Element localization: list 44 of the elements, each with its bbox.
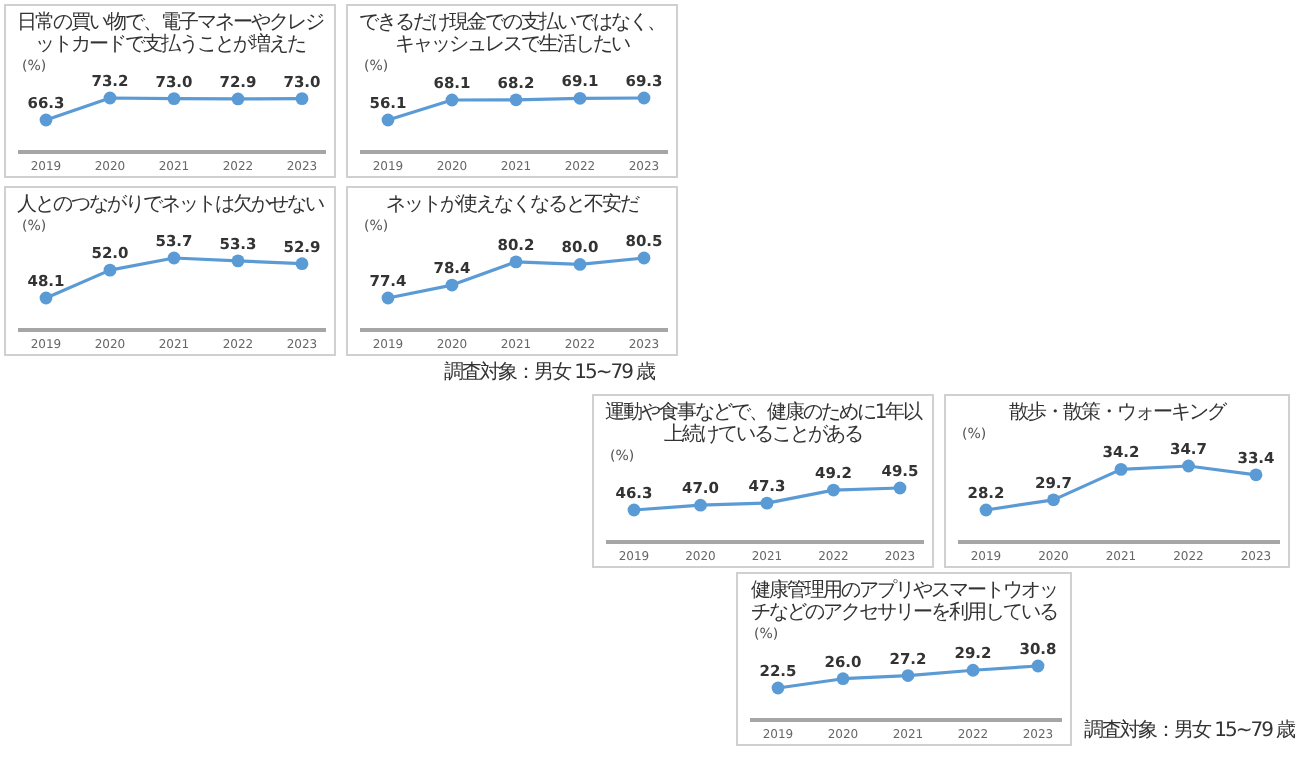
point [103, 263, 117, 277]
point [637, 91, 651, 105]
point [167, 92, 181, 106]
point [637, 251, 651, 265]
chart-title: 健康管理用のアプリやスマートウオッチなどのアクセサリーを利用している [749, 580, 1059, 624]
point [381, 113, 395, 127]
point [39, 291, 53, 305]
point [760, 496, 774, 510]
point [573, 258, 587, 271]
point [103, 91, 117, 105]
point [966, 663, 980, 677]
point [1031, 659, 1045, 673]
point [167, 251, 181, 265]
point [836, 672, 850, 686]
chart-title: ネットが使えなくなると不安だ [384, 194, 641, 216]
chart-title: 日常の買い物で、電子マネーやクレジットカードで支払うことが増えた [15, 12, 326, 56]
point [381, 291, 395, 305]
point [295, 257, 309, 271]
point [295, 92, 309, 106]
point [1047, 493, 1060, 507]
point [573, 91, 587, 105]
point [979, 503, 993, 517]
point [827, 483, 840, 497]
point [627, 503, 641, 517]
point [1182, 459, 1195, 473]
chart-title: できるだけ現金での支払いではなく、キャッシュレスで生活したい [357, 12, 667, 56]
point [445, 278, 459, 292]
point [1249, 468, 1263, 482]
text: 調査対象：男女 15~79 歳 [444, 359, 655, 386]
point [1114, 462, 1128, 476]
point [509, 93, 523, 107]
point [445, 93, 459, 107]
point [901, 669, 915, 682]
chart-title: 人とのつながりでネットは欠かせない [15, 194, 326, 216]
point [694, 498, 707, 512]
chart-title: 運動や食事などで、健康のために1年以上続けていることがある [602, 402, 925, 446]
chart-title: 散歩・散策・ウォーキング [1007, 402, 1228, 424]
point [231, 254, 245, 268]
point [893, 481, 907, 495]
point [509, 255, 523, 269]
point [231, 92, 245, 106]
text: 調査対象：男女 15~79 歳 [1084, 717, 1295, 744]
point [39, 113, 53, 127]
point [771, 681, 785, 695]
